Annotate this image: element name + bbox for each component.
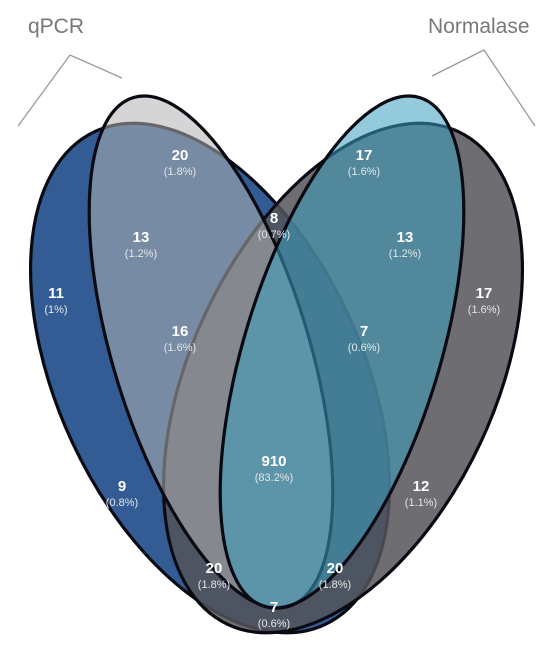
region-count: 7 — [360, 323, 368, 340]
region-percent: (1.2%) — [389, 248, 421, 260]
region-count: 8 — [270, 210, 278, 227]
region-percent: (1.6%) — [348, 166, 380, 178]
set-label-normalase: Normalase — [428, 15, 530, 38]
region-count: 20 — [172, 147, 189, 164]
region-count: 17 — [356, 147, 373, 164]
petal-set-c — [218, 94, 466, 610]
region-percent: (0.7%) — [258, 229, 290, 241]
region-percent: (1.8%) — [164, 166, 196, 178]
region-percent: (1.8%) — [198, 579, 230, 591]
region-count: 20 — [206, 560, 223, 577]
region-count: 13 — [133, 229, 150, 246]
region-count: 12 — [413, 478, 430, 495]
region-count: 910 — [261, 453, 286, 470]
leader-line-qpcr — [17, 54, 123, 127]
region-percent: (1%) — [44, 304, 67, 316]
region-percent: (83.2%) — [255, 472, 294, 484]
region-labels: 11 (1%) 20 (1.8%) 17 (1.6%) 17 (1.6%) 13… — [44, 147, 500, 630]
region-count: 7 — [270, 599, 278, 616]
region-percent: (1.6%) — [468, 304, 500, 316]
region-percent: (0.8%) — [106, 497, 138, 509]
region-percent: (1.6%) — [164, 342, 196, 354]
region-count: 13 — [397, 229, 414, 246]
petal-group — [28, 94, 525, 635]
region-count: 11 — [48, 285, 64, 302]
region-percent: (1.1%) — [405, 497, 437, 509]
region-count: 17 — [476, 285, 493, 302]
region-percent: (1.2%) — [125, 248, 157, 260]
region-percent: (0.6%) — [258, 618, 290, 630]
region-count: 20 — [327, 560, 344, 577]
region-count: 16 — [172, 323, 189, 340]
set-label-qpcr: qPCR — [28, 15, 84, 38]
region-count: 9 — [118, 478, 126, 495]
region-percent: (1.8%) — [319, 579, 351, 591]
region-percent: (0.6%) — [348, 342, 380, 354]
leader-line-normalase — [431, 49, 536, 127]
